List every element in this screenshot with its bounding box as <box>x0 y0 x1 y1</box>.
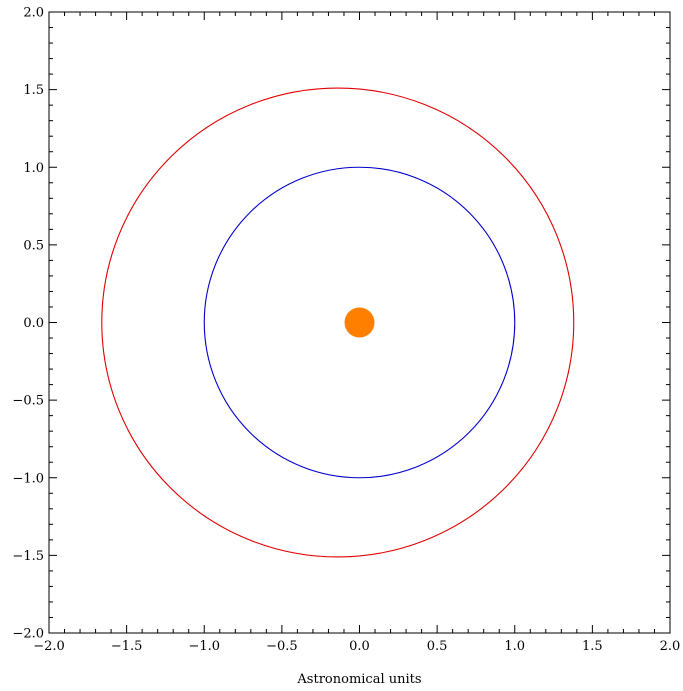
x-tick-label: 0.0 <box>349 639 370 654</box>
ticks-layer <box>48 11 671 634</box>
orbit-series-1 <box>203 166 516 479</box>
x-tick-label: 1.5 <box>582 639 603 654</box>
y-tick-label: 0.0 <box>23 316 44 331</box>
x-axis-title: Astronomical units <box>296 672 421 687</box>
y-tick-label: 2.0 <box>23 6 44 21</box>
sun-point <box>344 307 375 338</box>
y-tick-label: 1.5 <box>23 83 44 98</box>
x-tick-label: −1.5 <box>111 639 143 654</box>
y-tick-label: −2.0 <box>12 627 44 642</box>
x-tick-label: 1.0 <box>504 639 525 654</box>
y-tick-label: 0.5 <box>23 238 44 253</box>
x-tick-label: −2.0 <box>33 639 65 654</box>
series-layer <box>101 87 575 558</box>
labels-layer: −2.0 −1.5 −1.0 −0.5 0.0 0.5 1.0 1.5 2.0 2.0 1.5 1.0… <box>12 6 680 655</box>
x-tick-label: −1.0 <box>188 639 220 654</box>
y-tick-label: −1.0 <box>12 471 44 486</box>
x-tick-label: 0.5 <box>427 639 448 654</box>
y-tick-label: −1.5 <box>12 549 44 564</box>
orbit-series-2 <box>101 87 575 558</box>
y-tick-label: 1.0 <box>23 161 44 176</box>
x-tick-label: 2.0 <box>660 639 681 654</box>
x-tick-label: −0.5 <box>266 639 298 654</box>
y-tick-label: −0.5 <box>12 394 44 409</box>
